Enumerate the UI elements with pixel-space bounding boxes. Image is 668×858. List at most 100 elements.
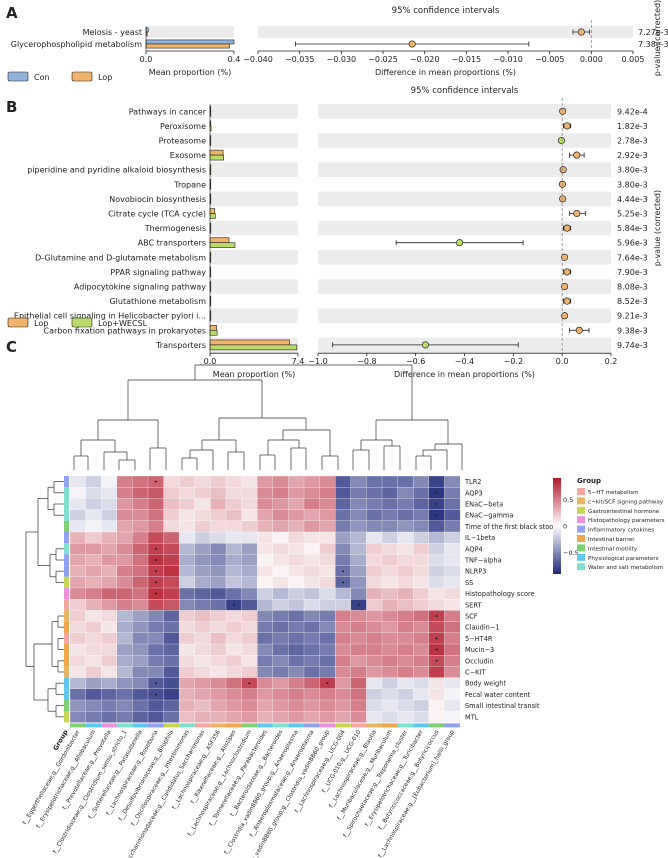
heatmap-cell [288,688,305,701]
row-label: AQP4 [465,545,483,553]
heatmap-cell [350,554,367,566]
heatmap-cell [132,587,149,600]
heatmap-cell [69,520,86,533]
row-label: ENaC−beta [465,501,503,509]
heatmap-cell [163,487,180,499]
heatmap-cell [397,475,414,488]
heatmap-cell [194,554,211,566]
heatmap-cell [428,587,445,600]
heatmap-cell [257,610,274,622]
heatmap-cell [241,509,258,522]
category-label: Novobiocin biosynthesis [109,195,206,204]
heatmap-cell [444,632,461,645]
heatmap-cell [179,531,196,544]
column-label: f__Butyricicoccaceae;g__Butyricicoccus [378,729,440,831]
heatmap-cell [397,677,414,690]
heatmap-cell [132,655,149,667]
heatmap-cell [288,531,305,544]
heatmap-cell [132,543,149,555]
tick-label: −0.2 [504,357,523,366]
row-group-swatch [64,487,69,499]
heatmap-cell [303,632,320,645]
heatmap-cell [272,655,289,667]
heatmap-cell [132,531,149,544]
group-legend-label: Inflammatory cytokines [588,528,654,534]
heatmap-cell [163,632,180,645]
bar [209,149,224,156]
column-group-swatch [350,723,367,728]
heatmap-cell [116,475,133,488]
heatmap-cell [163,643,180,656]
heatmap-cell [350,587,367,600]
p-value: 5.25e-3 [617,210,648,219]
heatmap-cell [413,498,430,510]
heatmap-cell [288,677,305,690]
heatmap-cell [163,498,180,510]
heatmap-cell [413,565,430,578]
heatmap-cell [428,565,445,578]
heatmap-cell [397,543,414,555]
heatmap-cell [397,554,414,566]
heatmap-cell [413,554,430,566]
heatmap-cell [397,632,414,645]
heatmap-cell [257,699,274,712]
p-value-axis-label: p-value (corrected) [653,0,662,76]
heatmap-cell [101,531,118,544]
heatmap-cell [288,576,305,589]
heatmap-cell [132,643,149,656]
heatmap-cell [444,621,461,634]
heatmap-cell [381,688,398,701]
significance-marker [248,682,251,685]
heatmap-cell [413,610,430,622]
heatmap-cell [319,498,336,510]
row-shade [210,308,298,323]
heatmap-cell [210,711,227,723]
heatmap-cell [397,666,414,678]
heatmap-cell [225,655,242,667]
heatmap-cell [319,621,336,634]
heatmap-cell [179,643,196,656]
bar [209,208,216,214]
heatmap-cell [69,610,86,622]
heatmap-cell [303,688,320,701]
heatmap-cell [241,554,258,566]
column-group-swatch [397,723,414,728]
heatmap-cell [210,632,227,645]
heatmap-cell [413,531,430,544]
heatmap-cell [288,587,305,600]
estimate-point [573,209,581,218]
heatmap-cell [225,666,242,678]
heatmap-cell [335,520,352,533]
estimate-point [559,195,567,203]
heatmap-cell [69,487,86,499]
heatmap-cell [85,520,102,533]
category-label: Epithelial cell signaling in Helicobacte… [14,312,206,321]
row-label: Mucin−3 [465,646,494,654]
heatmap-cell [225,543,242,555]
bar [209,154,224,161]
heatmap-cell [288,599,305,611]
heatmap-cell [413,643,430,656]
heatmap-cell [225,576,242,589]
group-legend-label: Water and salt metabolism [588,565,663,571]
heatmap-cell [225,498,242,510]
p-value: 8.52e-3 [617,297,648,306]
heatmap-cell [288,520,305,533]
heatmap-cell [319,587,336,600]
heatmap-cell [179,711,196,723]
heatmap-cell [413,520,430,533]
category-label: Glutathione metabolism [109,297,206,306]
heatmap-cell [225,587,242,600]
heatmap-cell [272,587,289,600]
row-label: SCF [465,613,478,621]
heatmap-cell [85,610,102,622]
heatmap-cell [288,711,305,723]
heatmap-cell [163,565,180,578]
heatmap-cell [69,599,86,611]
heatmap-cell [163,666,180,678]
heatmap-cell [101,498,118,510]
heatmap-cell [366,520,383,533]
column-group-swatch [319,723,336,728]
row-shade [210,279,298,294]
heatmap-cell [288,655,305,667]
